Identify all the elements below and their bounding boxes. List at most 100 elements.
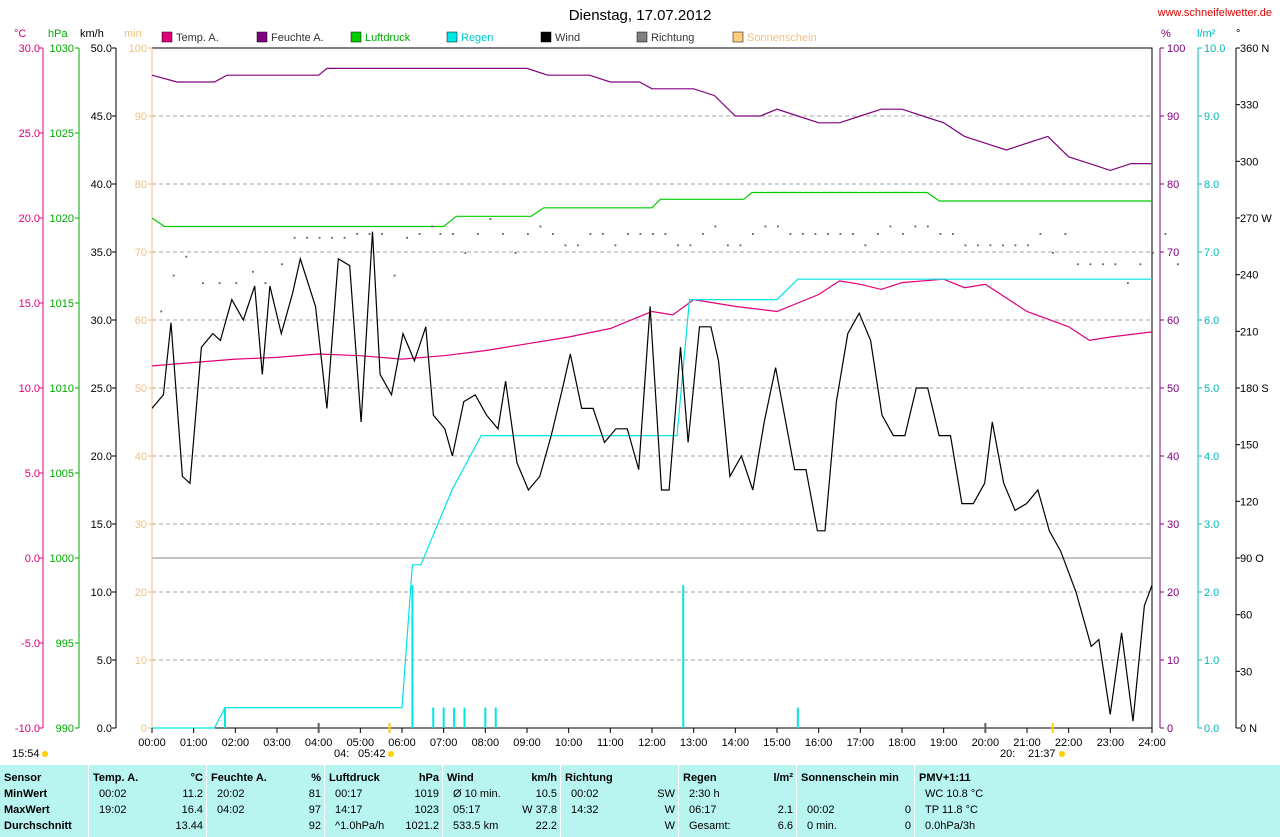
tick-label-hpa: 1005	[50, 468, 74, 480]
tick-label-min: 20	[135, 587, 147, 599]
direction-point	[1102, 263, 1104, 266]
tick-label-pct: 90	[1167, 111, 1179, 123]
tick-label-lm2: 2.0	[1204, 587, 1219, 599]
stats-cell: 00:02 0	[807, 804, 911, 816]
direction-point	[1152, 252, 1154, 254]
direction-point	[552, 233, 554, 235]
tick-label-lm2: 9.0	[1204, 111, 1219, 123]
stats-cell: MinWert	[4, 788, 48, 800]
legend-swatch	[446, 31, 458, 43]
x-tick-label: 07:00	[430, 737, 458, 749]
tick-label-pct: 100	[1167, 43, 1185, 55]
direction-point	[264, 282, 267, 285]
stats-col: Sensor MinWert MaxWert Durchschnitt	[0, 765, 88, 837]
stats-cell: Ø 10 min. 10.5	[453, 788, 557, 800]
tick-label-pct: 20	[1167, 587, 1179, 599]
tick-label-lm2: 6.0	[1204, 315, 1219, 327]
tick-label-pct: 80	[1167, 179, 1179, 191]
stats-col: Richtung 00:02 SW 14:32 W W	[560, 765, 679, 837]
grid	[151, 47, 1153, 729]
tick-label-deg: 300	[1240, 156, 1258, 168]
legend-label: Regen	[461, 32, 493, 44]
x-tick-label: 19:00	[930, 737, 958, 749]
legend-label: Sonnenschein	[747, 32, 817, 44]
direction-point	[293, 236, 296, 239]
axes: 30.025.020.015.010.05.00.0-5.0-10.010301…	[15, 43, 1272, 735]
stats-cell: 14:17 1023	[335, 804, 439, 816]
stats-header: Sonnenschein min	[801, 772, 899, 784]
x-tick-label: 09:00	[513, 737, 541, 749]
direction-point	[727, 244, 729, 247]
direction-point	[864, 244, 867, 247]
direction-point	[418, 233, 421, 235]
legend-swatch	[636, 31, 648, 43]
series-line-luftdruck	[151, 191, 1152, 228]
tick-label-kmh: 35.0	[91, 247, 112, 259]
direction-point	[331, 236, 333, 239]
series-line-wind	[151, 231, 1153, 722]
direction-point	[1002, 244, 1004, 247]
time-left: 15:54	[12, 748, 40, 760]
chart-title: Dienstag, 17.07.2012	[569, 7, 712, 24]
direction-point	[964, 244, 967, 247]
tick-label-hpa: 1025	[50, 128, 74, 140]
tick-label-min: 60	[135, 315, 147, 327]
direction-point	[172, 274, 175, 277]
direction-point	[677, 244, 679, 247]
tick-label-min: 50	[135, 383, 147, 395]
stats-cell: 2:30 h	[689, 788, 720, 800]
tick-label-deg: 360 N	[1240, 43, 1269, 55]
x-tick-label: 17:00	[847, 737, 875, 749]
x-tick-label: 06:00	[388, 737, 416, 749]
tick-label-min: 70	[135, 247, 147, 259]
legend-label: Temp. A.	[176, 32, 219, 44]
series-line-regen	[152, 278, 1152, 729]
stats-cell: 0.0hPa/3h	[925, 820, 976, 832]
weather-chart: Dienstag, 17.07.2012 www.schneifelwetter…	[12, 7, 1272, 760]
legend-label: Wind	[555, 32, 580, 44]
x-tick-label: 01:00	[180, 737, 208, 749]
stats-cell: 00:02 11.2	[99, 788, 203, 800]
direction-point	[356, 233, 358, 235]
stats-col: Wind km/h Ø 10 min. 10.5 05:17 W 37.8 533.5 km…	[442, 765, 561, 837]
stats-cell: TP 11.8 °C	[925, 804, 978, 816]
stats-col: Regen l/m² 2:30 h 06:17 2.1 Gesamt: 6.6	[678, 765, 797, 837]
tick-label-temp_c: 10.0	[19, 383, 40, 395]
x-tick-label: 13:00	[680, 737, 708, 749]
website-label[interactable]: www.schneifelwetter.de	[1157, 7, 1272, 19]
tick-label-deg: 210	[1240, 326, 1258, 338]
tick-label-pct: 0	[1167, 723, 1173, 735]
series-line-feuchte-a-	[151, 67, 1152, 172]
direction-point	[539, 225, 542, 228]
direction-point	[1139, 263, 1142, 266]
tick-label-min: 30	[135, 519, 147, 531]
direction-point	[639, 233, 642, 235]
direction-point	[889, 225, 892, 228]
direction-point	[952, 233, 954, 235]
stats-cell: 92	[308, 820, 321, 832]
tick-label-deg: 0 N	[1240, 723, 1257, 735]
tick-label-min: 0	[141, 723, 147, 735]
direction-point	[564, 244, 567, 247]
stats-col: PMV+1:11 WC 10.8 °C TP 11.8 °C 0.0hPa/3h	[914, 765, 1175, 837]
direction-point	[1027, 244, 1029, 247]
axis-unit-labels: °C hPa km/h min % l/m² °	[14, 28, 1240, 40]
stats-cell: 20:02 81	[217, 788, 321, 800]
x-tick-label: 15:00	[763, 737, 791, 749]
tick-label-pct: 30	[1167, 519, 1179, 531]
stats-cell: WC 10.8 °C	[925, 788, 984, 800]
legend-label: Richtung	[651, 32, 694, 44]
stats-header: Wind km/h	[447, 772, 557, 784]
stats-cell: Durchschnitt	[4, 820, 72, 832]
stats-col: Luftdruck hPa 00:17 1019 14:17 1023 ^1.0hPa/h 1…	[324, 765, 443, 837]
tick-label-kmh: 0.0	[97, 723, 112, 735]
tick-label-kmh: 15.0	[91, 519, 112, 531]
direction-point	[1089, 263, 1092, 266]
direction-point	[1014, 244, 1017, 247]
tick-label-min: 40	[135, 451, 147, 463]
direction-point	[393, 274, 396, 277]
tick-label-temp_c: 15.0	[19, 298, 40, 310]
direction-point	[406, 236, 408, 239]
stats-header: Sensor	[4, 772, 42, 784]
tick-label-pct: 10	[1167, 655, 1179, 667]
